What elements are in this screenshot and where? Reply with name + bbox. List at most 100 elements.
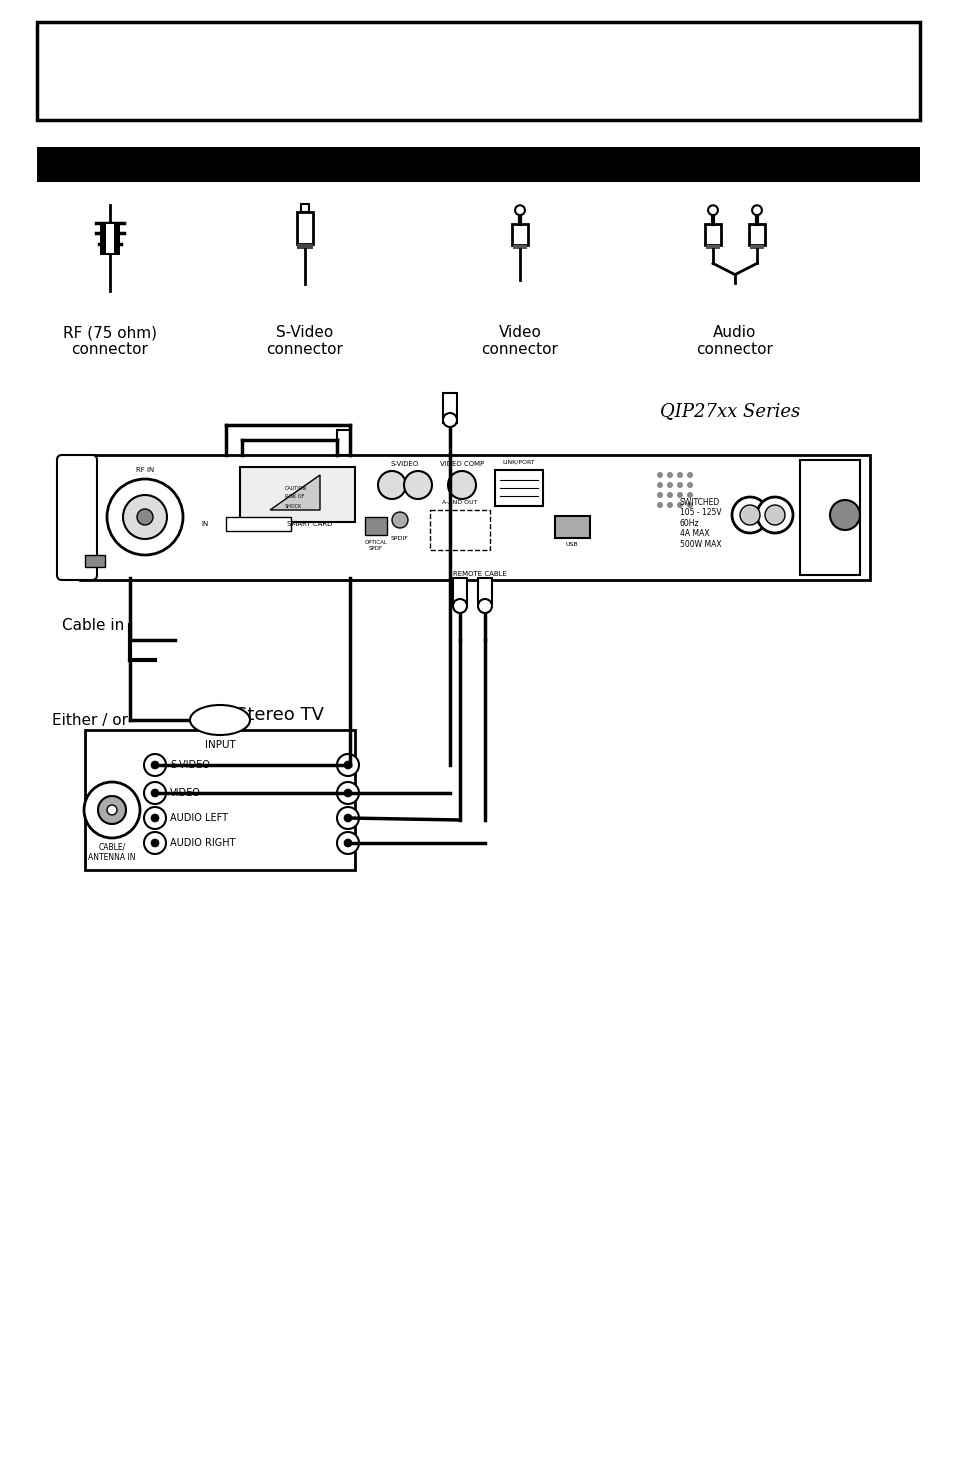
Text: Stereo TV: Stereo TV xyxy=(235,707,324,724)
Circle shape xyxy=(657,502,662,507)
Text: RF (75 ohm)
connector: RF (75 ohm) connector xyxy=(63,324,157,357)
Circle shape xyxy=(657,482,662,488)
Circle shape xyxy=(84,782,140,838)
Bar xyxy=(749,245,763,249)
Text: CAUTION: CAUTION xyxy=(285,485,307,491)
Bar xyxy=(704,224,720,245)
Circle shape xyxy=(677,482,682,488)
Text: CABLE/
ANTENNA IN: CABLE/ ANTENNA IN xyxy=(89,844,135,863)
Circle shape xyxy=(137,509,152,525)
Text: Cable in: Cable in xyxy=(62,618,124,633)
Circle shape xyxy=(731,497,767,532)
Circle shape xyxy=(677,502,682,507)
Circle shape xyxy=(151,839,159,847)
Text: USB: USB xyxy=(565,543,578,547)
Text: RF IN: RF IN xyxy=(135,468,154,473)
Circle shape xyxy=(123,496,167,538)
Bar xyxy=(296,212,313,243)
Circle shape xyxy=(344,761,352,768)
Text: OPTICAL
SPDF: OPTICAL SPDF xyxy=(364,540,387,550)
Bar xyxy=(85,555,105,566)
Text: INPUT: INPUT xyxy=(204,740,235,749)
Bar xyxy=(477,578,492,603)
Circle shape xyxy=(144,807,166,829)
Circle shape xyxy=(666,502,672,507)
Circle shape xyxy=(151,761,159,768)
Circle shape xyxy=(107,479,183,555)
Text: QIP27xx Series: QIP27xx Series xyxy=(659,403,800,420)
Circle shape xyxy=(515,205,524,215)
Text: SMART CARD: SMART CARD xyxy=(287,521,333,527)
Text: AUDIO RIGHT: AUDIO RIGHT xyxy=(170,838,235,848)
Circle shape xyxy=(336,754,358,776)
Bar xyxy=(430,510,490,550)
Circle shape xyxy=(144,754,166,776)
Circle shape xyxy=(448,471,476,499)
Text: SWITCHED
105 - 125V
60Hz
4A MAX
500W MAX: SWITCHED 105 - 125V 60Hz 4A MAX 500W MAX xyxy=(679,499,720,549)
Circle shape xyxy=(151,789,159,796)
Circle shape xyxy=(403,471,432,499)
Bar xyxy=(495,471,542,506)
Circle shape xyxy=(686,482,692,488)
Circle shape xyxy=(344,814,352,822)
Bar xyxy=(513,245,526,249)
Circle shape xyxy=(477,599,492,614)
Text: AUDIO LEFT: AUDIO LEFT xyxy=(170,813,228,823)
Circle shape xyxy=(677,493,682,499)
Circle shape xyxy=(686,472,692,478)
Circle shape xyxy=(107,805,117,816)
Circle shape xyxy=(392,512,408,528)
Circle shape xyxy=(666,482,672,488)
Circle shape xyxy=(666,472,672,478)
Circle shape xyxy=(677,472,682,478)
Bar xyxy=(107,224,113,254)
Text: VIDEO COMP: VIDEO COMP xyxy=(439,462,483,468)
Text: IN: IN xyxy=(201,521,209,527)
Circle shape xyxy=(453,599,467,614)
Circle shape xyxy=(377,471,406,499)
Text: Either / or: Either / or xyxy=(52,712,128,727)
Circle shape xyxy=(751,205,761,215)
Text: Audio
connector: Audio connector xyxy=(696,324,773,357)
Bar xyxy=(442,392,456,423)
Bar xyxy=(226,518,291,531)
Circle shape xyxy=(344,789,352,796)
Bar xyxy=(37,148,919,181)
Text: S-VIDEO: S-VIDEO xyxy=(170,760,210,770)
Bar xyxy=(453,578,467,603)
Circle shape xyxy=(707,205,718,215)
Circle shape xyxy=(442,413,456,426)
Circle shape xyxy=(336,782,358,804)
Text: S-VIDEO: S-VIDEO xyxy=(391,462,418,468)
Circle shape xyxy=(144,782,166,804)
Text: A-AND OUT: A-AND OUT xyxy=(442,500,477,506)
Bar xyxy=(37,22,919,119)
Text: S-Video
connector: S-Video connector xyxy=(266,324,343,357)
Circle shape xyxy=(740,504,760,525)
FancyBboxPatch shape xyxy=(57,454,97,580)
Text: VIDEO: VIDEO xyxy=(170,788,201,798)
Text: REMOTE CABLE: REMOTE CABLE xyxy=(453,571,506,577)
Bar xyxy=(85,730,355,870)
Bar xyxy=(748,224,764,245)
Text: RISK OF: RISK OF xyxy=(285,494,304,500)
Circle shape xyxy=(829,500,859,530)
Circle shape xyxy=(657,493,662,499)
Circle shape xyxy=(336,807,358,829)
Bar xyxy=(705,245,720,249)
Circle shape xyxy=(686,502,692,507)
Bar xyxy=(296,243,313,249)
Bar xyxy=(511,224,528,245)
Circle shape xyxy=(666,493,672,499)
Circle shape xyxy=(764,504,784,525)
Polygon shape xyxy=(270,475,319,510)
Circle shape xyxy=(144,832,166,854)
Text: SPDIF: SPDIF xyxy=(391,537,409,541)
Ellipse shape xyxy=(190,705,250,735)
Bar xyxy=(800,460,859,575)
Circle shape xyxy=(757,497,792,532)
Circle shape xyxy=(657,472,662,478)
Text: SHOCK: SHOCK xyxy=(285,503,302,509)
Circle shape xyxy=(151,814,159,822)
Bar xyxy=(80,454,869,580)
